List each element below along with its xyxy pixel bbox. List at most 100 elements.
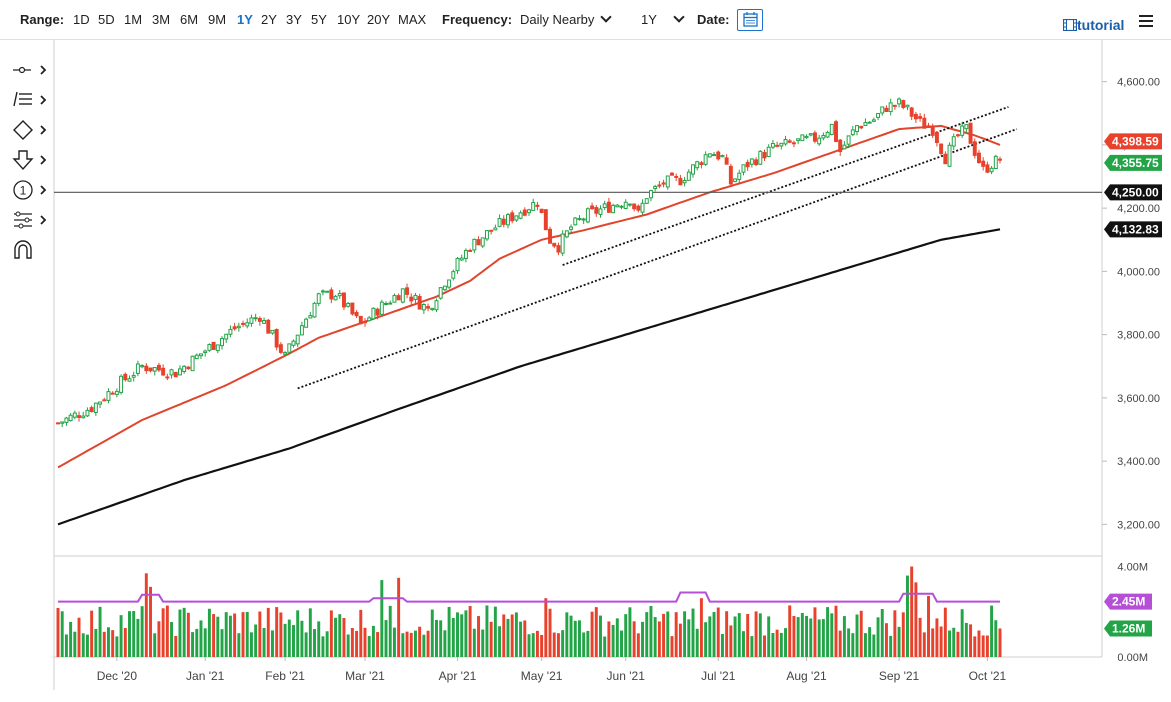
volume-bar bbox=[228, 615, 232, 657]
candle-body bbox=[72, 412, 77, 418]
magnet-icon bbox=[14, 240, 32, 259]
candle-body bbox=[939, 143, 944, 154]
candle-body bbox=[922, 117, 927, 129]
price-tag: 4,355.75 bbox=[1104, 154, 1162, 171]
candle-body bbox=[745, 161, 750, 168]
volume-bar bbox=[599, 615, 602, 657]
range-button-1m[interactable]: 1M bbox=[124, 12, 143, 27]
volume-bar bbox=[695, 628, 699, 657]
calendar-button[interactable] bbox=[737, 9, 763, 31]
volume-bar bbox=[224, 612, 228, 657]
range-button-3y[interactable]: 3Y bbox=[286, 12, 302, 27]
candle-body bbox=[644, 198, 649, 204]
volume-bar bbox=[531, 633, 535, 657]
candle-body bbox=[329, 289, 334, 300]
candle-body bbox=[611, 204, 616, 214]
annotation-tool[interactable]: 1 bbox=[10, 178, 50, 202]
range-button-max[interactable]: MAX bbox=[398, 12, 427, 27]
candle-body bbox=[514, 215, 519, 221]
candle-body bbox=[585, 208, 590, 223]
volume-bar bbox=[746, 613, 750, 657]
candle-body bbox=[897, 98, 902, 105]
candle-body bbox=[358, 315, 363, 325]
candle-body bbox=[964, 124, 969, 130]
candle-body bbox=[909, 107, 914, 117]
volume-bar bbox=[346, 634, 350, 657]
arrow-tool[interactable] bbox=[10, 148, 50, 172]
candle-body bbox=[405, 287, 410, 295]
range-button-20y[interactable]: 20Y bbox=[367, 12, 391, 27]
crosshair-tool[interactable] bbox=[10, 58, 50, 82]
volume-bar bbox=[800, 612, 804, 657]
volume-bar bbox=[254, 624, 258, 657]
volume-bar bbox=[64, 634, 68, 657]
candle-body bbox=[199, 353, 203, 357]
volume-bar bbox=[304, 632, 308, 657]
time-tick-label: May '21 bbox=[521, 669, 563, 683]
volume-bar bbox=[321, 636, 325, 657]
magnet-tool[interactable] bbox=[10, 238, 50, 262]
range-button-9m[interactable]: 9M bbox=[208, 12, 227, 27]
volume-bar bbox=[918, 617, 922, 657]
volume-bar bbox=[325, 631, 329, 657]
volume-tick-label: 4.00M bbox=[1117, 562, 1148, 574]
range-button-1y[interactable]: 1Y bbox=[237, 12, 253, 27]
volume-bar bbox=[733, 616, 737, 657]
volume-bar bbox=[708, 616, 712, 657]
candle-body bbox=[838, 139, 843, 153]
trendlines bbox=[297, 106, 1018, 390]
volume-bar bbox=[388, 605, 392, 657]
shapes-tool[interactable] bbox=[10, 118, 50, 142]
volume-bar bbox=[935, 618, 939, 657]
candle-body bbox=[396, 295, 401, 301]
indicators-tool[interactable] bbox=[10, 208, 50, 232]
candle-body bbox=[472, 238, 477, 251]
range-button-2y[interactable]: 2Y bbox=[261, 12, 277, 27]
candle-body bbox=[670, 172, 674, 176]
volume-bar bbox=[594, 607, 598, 657]
range-button-6m[interactable]: 6M bbox=[180, 12, 199, 27]
range-button-5d[interactable]: 5D bbox=[98, 12, 115, 27]
frequency-label: Frequency: bbox=[442, 12, 513, 27]
range-button-10y[interactable]: 10Y bbox=[337, 12, 361, 27]
candle-body bbox=[413, 294, 418, 300]
range-button-3m[interactable]: 3M bbox=[152, 12, 171, 27]
frequency-select[interactable]: Daily Nearby bbox=[520, 11, 613, 28]
volume-bar bbox=[401, 633, 405, 657]
volume-bar bbox=[355, 630, 359, 657]
hamburger-menu-icon[interactable] bbox=[1139, 15, 1153, 27]
volume-bar bbox=[81, 633, 85, 657]
candle-body bbox=[905, 104, 910, 108]
range-button-5y[interactable]: 5Y bbox=[311, 12, 327, 27]
range-button-1d[interactable]: 1D bbox=[73, 12, 90, 27]
volume-bar bbox=[90, 610, 94, 657]
candle-body bbox=[400, 288, 405, 303]
candle-body bbox=[573, 217, 578, 226]
candle-body bbox=[320, 290, 325, 293]
volume-bar bbox=[94, 628, 98, 657]
volume-bar bbox=[283, 623, 287, 657]
volume-bar bbox=[964, 622, 968, 657]
volume-bar bbox=[405, 631, 409, 657]
volume-bar bbox=[847, 628, 851, 657]
price-chart[interactable]: 3,200.00 3,400.00 3,600.00 3,800.00 4,000.00… bbox=[0, 40, 1171, 702]
candle-body bbox=[884, 107, 889, 113]
candle-body bbox=[892, 104, 897, 107]
chevron-down-icon bbox=[673, 11, 685, 23]
volume-bar bbox=[111, 630, 115, 657]
lines-tool[interactable] bbox=[10, 88, 50, 112]
chart-frame bbox=[53, 40, 1103, 690]
price-tag-background bbox=[1104, 133, 1162, 150]
tutorial-link[interactable]: tutorial bbox=[1062, 17, 1124, 33]
volume-bar bbox=[237, 633, 241, 657]
volume-bar bbox=[60, 611, 64, 657]
period-select[interactable]: 1Y bbox=[641, 11, 685, 28]
lines-icon bbox=[13, 91, 47, 107]
volume-bar bbox=[85, 634, 89, 657]
candle-body bbox=[501, 218, 506, 225]
candle-body bbox=[438, 287, 443, 299]
candle-body bbox=[102, 399, 107, 402]
shapes-icon bbox=[13, 120, 47, 140]
volume-average-path bbox=[58, 591, 1000, 603]
volume-bar bbox=[350, 628, 354, 657]
